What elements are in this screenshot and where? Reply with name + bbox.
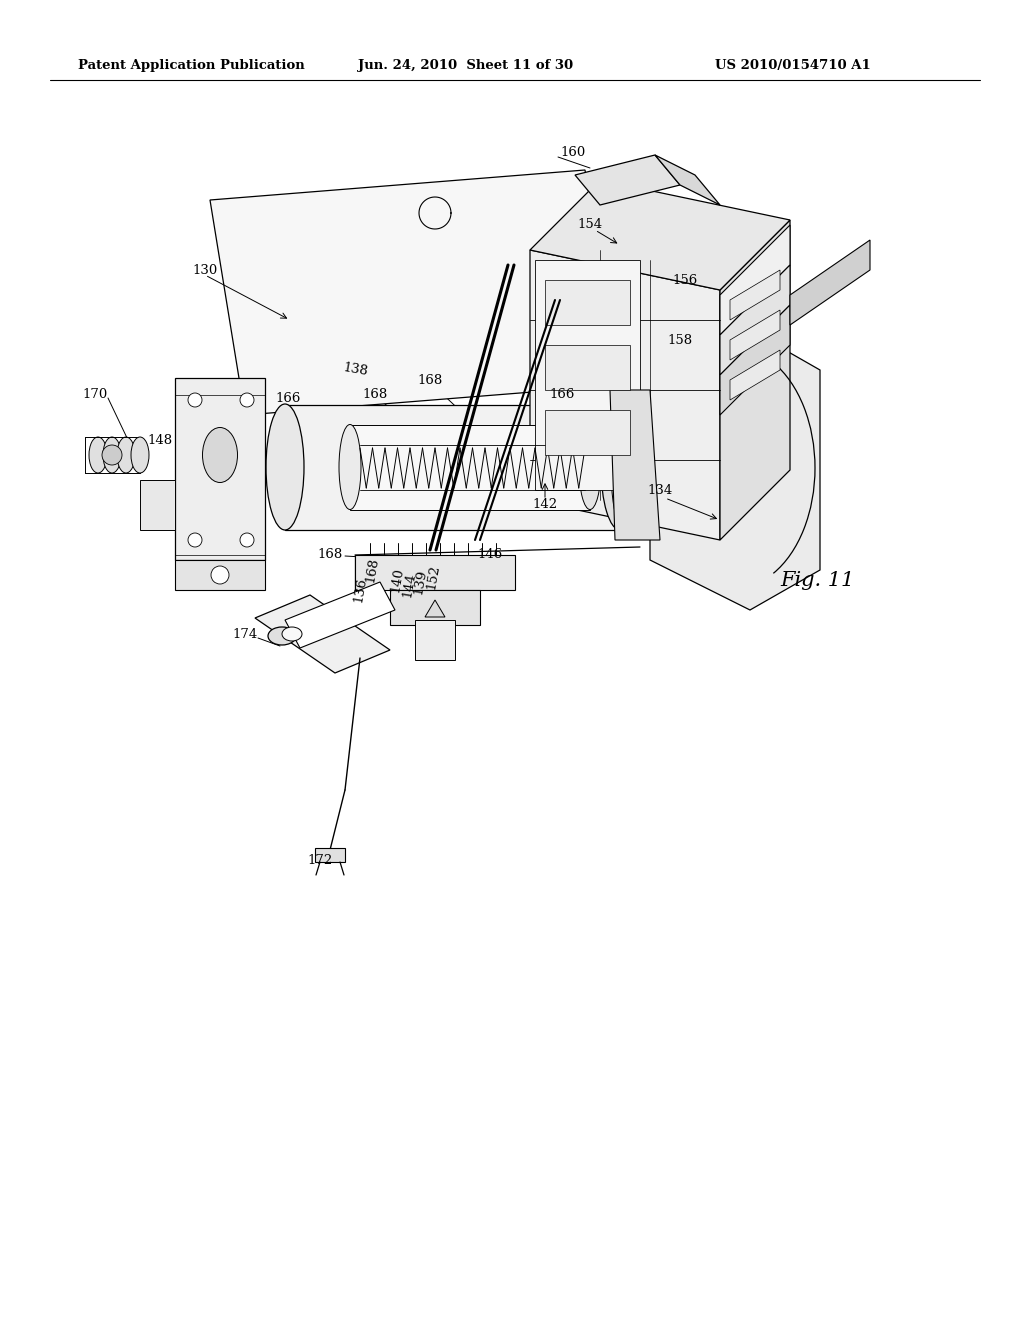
Circle shape (102, 445, 122, 465)
Text: 144: 144 (400, 572, 418, 598)
Polygon shape (415, 620, 455, 660)
Ellipse shape (131, 437, 150, 473)
Polygon shape (610, 389, 660, 540)
Ellipse shape (601, 404, 639, 531)
Polygon shape (730, 350, 780, 400)
Ellipse shape (579, 425, 601, 510)
Text: Jun. 24, 2010  Sheet 11 of 30: Jun. 24, 2010 Sheet 11 of 30 (358, 58, 573, 71)
Text: 170: 170 (82, 388, 108, 401)
Polygon shape (355, 554, 515, 590)
Polygon shape (655, 154, 720, 205)
Polygon shape (720, 265, 790, 375)
Polygon shape (790, 240, 870, 325)
Text: 168: 168 (317, 549, 343, 561)
Polygon shape (720, 224, 790, 335)
Polygon shape (730, 310, 780, 360)
Polygon shape (255, 595, 390, 673)
Text: 166: 166 (549, 388, 574, 401)
Polygon shape (315, 847, 345, 862)
Text: Patent Application Publication: Patent Application Publication (78, 58, 305, 71)
Polygon shape (730, 271, 780, 319)
Polygon shape (530, 249, 720, 540)
Polygon shape (285, 582, 395, 648)
Text: 168: 168 (364, 557, 381, 583)
Circle shape (211, 566, 229, 583)
Polygon shape (720, 305, 790, 414)
Text: 156: 156 (673, 273, 697, 286)
Ellipse shape (282, 627, 302, 642)
Polygon shape (545, 345, 630, 389)
Ellipse shape (89, 437, 106, 473)
Text: 136: 136 (351, 577, 369, 603)
Polygon shape (650, 330, 820, 610)
Text: 174: 174 (232, 628, 258, 642)
Polygon shape (285, 405, 620, 531)
Text: 148: 148 (147, 433, 173, 446)
Circle shape (240, 533, 254, 546)
Ellipse shape (266, 404, 304, 531)
Text: 140: 140 (388, 566, 406, 594)
Text: 146: 146 (477, 549, 503, 561)
Polygon shape (535, 260, 640, 490)
Polygon shape (390, 590, 480, 624)
Text: 139: 139 (412, 569, 429, 595)
Text: 168: 168 (362, 388, 388, 401)
Text: 154: 154 (578, 219, 602, 231)
Text: 172: 172 (307, 854, 333, 866)
Polygon shape (530, 180, 790, 290)
Ellipse shape (339, 425, 361, 510)
Polygon shape (175, 560, 265, 590)
Polygon shape (350, 425, 590, 510)
Ellipse shape (103, 437, 121, 473)
Polygon shape (175, 378, 265, 560)
Polygon shape (140, 480, 175, 531)
Ellipse shape (268, 627, 296, 645)
Text: 152: 152 (424, 564, 441, 590)
Circle shape (188, 533, 202, 546)
Polygon shape (425, 601, 445, 616)
Text: 138: 138 (341, 362, 369, 379)
Text: 160: 160 (560, 145, 586, 158)
Text: 134: 134 (647, 483, 673, 496)
Text: US 2010/0154710 A1: US 2010/0154710 A1 (715, 58, 870, 71)
Text: 158: 158 (668, 334, 692, 346)
Polygon shape (545, 411, 630, 455)
Polygon shape (720, 220, 790, 540)
Circle shape (240, 393, 254, 407)
Polygon shape (210, 170, 620, 414)
Ellipse shape (203, 428, 238, 483)
Text: 130: 130 (193, 264, 218, 276)
Ellipse shape (611, 413, 629, 521)
Polygon shape (575, 154, 680, 205)
Text: 166: 166 (275, 392, 301, 404)
Text: Fig. 11: Fig. 11 (780, 570, 854, 590)
Polygon shape (545, 280, 630, 325)
Text: 168: 168 (418, 374, 442, 387)
Ellipse shape (117, 437, 135, 473)
Text: 142: 142 (532, 499, 557, 511)
Circle shape (188, 393, 202, 407)
